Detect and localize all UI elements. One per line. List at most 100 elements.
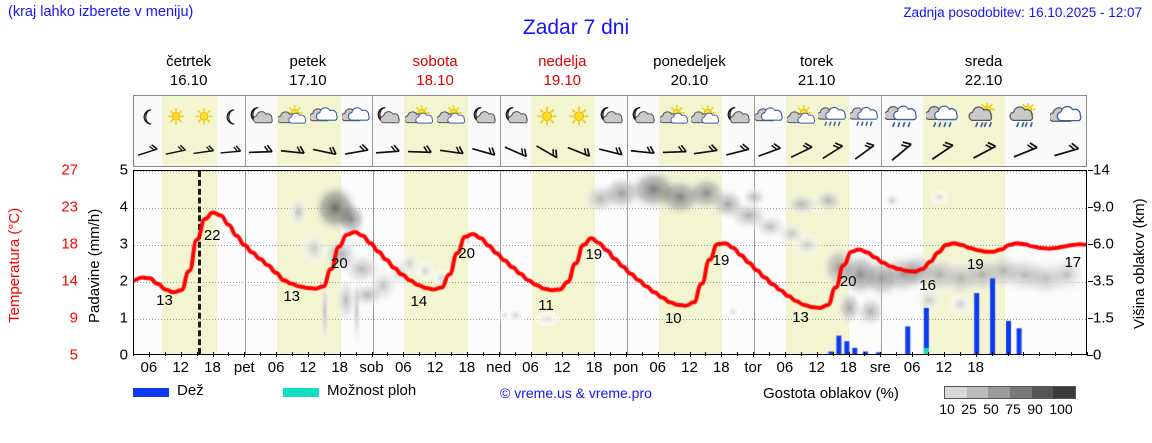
showers-legend-label: Možnost ploh [327,382,417,399]
weather-icon-moon-cloud [595,96,627,137]
copyright-text[interactable]: © vreme.us & vreme.pro [500,385,652,401]
day-name: petek [289,53,327,70]
cloud-tick-mark [1088,355,1093,356]
cloud-tick-mark [1088,281,1093,282]
x-minor-tick [848,352,850,356]
day-separator [626,137,628,166]
cloud-tick: 6.0 [1093,235,1114,253]
precip-tick: 2 [119,272,128,290]
x-minor-tick [403,352,405,356]
x-tick-label: 06 [394,359,412,376]
x-minor-tick [562,352,564,356]
x-minor-tick [164,352,166,356]
day-date: 21.10 [797,72,836,89]
weather-icon-moon-cloud [499,96,532,137]
day-date: 22.10 [964,72,1003,89]
cloud-density-gradient-bar [944,386,1076,399]
cloud-tick-mark [1088,244,1093,245]
day-separator [372,137,374,166]
weather-icon-sun-cloud [277,96,309,137]
weather-icon-moon [134,96,162,137]
temp-annotation: 22 [203,227,221,245]
cloud-tick: 9.0 [1093,198,1114,216]
x-tick-label: 06 [140,359,158,376]
x-tick-label: 06 [522,359,539,376]
day-header-0: četrtek 16.10 [133,52,244,92]
x-minor-tick [228,352,230,356]
x-minor-tick [530,352,532,356]
x-minor-tick [1039,352,1041,356]
x-minor-tick [896,352,898,356]
weather-icon-moon-cloud [468,96,500,137]
temp-annotation: 11 [538,296,554,314]
x-minor-tick [546,352,548,356]
day-header-4: ponedeljek 20.10 [626,52,753,92]
weather-icon-sun [189,96,218,137]
x-tick-label: ned [486,359,512,376]
cloud-tick: 0 [1093,346,1102,364]
x-minor-tick [307,352,309,356]
x-tick-label: 12 [299,359,317,376]
precip-tick: 1 [119,309,128,327]
showers-legend-swatch [283,388,319,397]
x-minor-tick [991,352,993,356]
temp-tick: 27 [61,161,78,179]
x-minor-tick [753,352,755,356]
x-tick-label: pet [233,359,255,376]
day-separator [245,96,247,137]
x-tick-label: sob [359,359,384,376]
weather-icon-cloud-rain [881,96,922,137]
x-minor-tick [610,352,611,356]
wind-barb [722,137,754,166]
cloud-tick-mark [1088,207,1093,208]
wind-barb [372,137,404,166]
x-minor-tick [625,352,627,356]
weather-icon-moon [217,96,245,137]
rain-legend-swatch [133,388,169,397]
day-date: 20.10 [670,72,709,89]
x-minor-tick [244,352,246,356]
wind-barb [161,137,190,166]
temp-annotation: 19 [585,246,603,264]
day-header-1: petek 17.10 [244,52,371,92]
x-tick-label: pon [613,359,639,376]
x-minor-tick [180,352,182,356]
cloud-scale-label: 25 [961,401,977,417]
wind-barb [754,137,786,166]
temp-tick: 23 [61,198,78,216]
x-minor-tick [943,352,945,356]
x-tick-label: tor [744,359,762,376]
wind-barb [217,137,245,166]
day-header-2: sobota 18.10 [371,52,498,92]
x-tick-label: 18 [458,359,476,376]
x-minor-tick [959,352,961,356]
x-minor-tick [880,352,882,356]
day-date: 16.10 [169,72,208,89]
cloud-tick: 1.5 [1093,309,1114,327]
wind-barb [595,137,627,166]
x-minor-tick [148,352,150,356]
x-minor-tick [355,352,357,356]
wind-barb [785,137,818,166]
x-minor-tick [975,352,977,356]
x-minor-tick [498,352,500,356]
wind-barb [658,137,691,166]
cloud-scale-label: 90 [1027,401,1043,417]
day-separator [881,96,883,137]
x-minor-tick [371,352,373,356]
temp-tick: 9 [69,309,78,327]
precipitation-axis-label: Padavine (mm/h) [86,208,103,323]
x-minor-tick [133,352,134,356]
temperature-axis-label: Temperatura (°C) [6,207,23,324]
wind-barb [817,137,850,166]
day-date: 19.10 [543,72,582,89]
wind-barb [308,137,341,166]
cloud-density-legend-label: Gostota oblakov (%) [763,385,899,402]
weather-icon-cloud-rain [922,96,964,137]
x-minor-tick [928,352,929,356]
x-minor-tick [466,352,468,356]
x-minor-tick [737,352,739,356]
day-name: torek [799,53,834,70]
weather-icon-sun-cloud-rain [1005,96,1046,137]
weather-icon-sun-cloud [785,96,818,137]
